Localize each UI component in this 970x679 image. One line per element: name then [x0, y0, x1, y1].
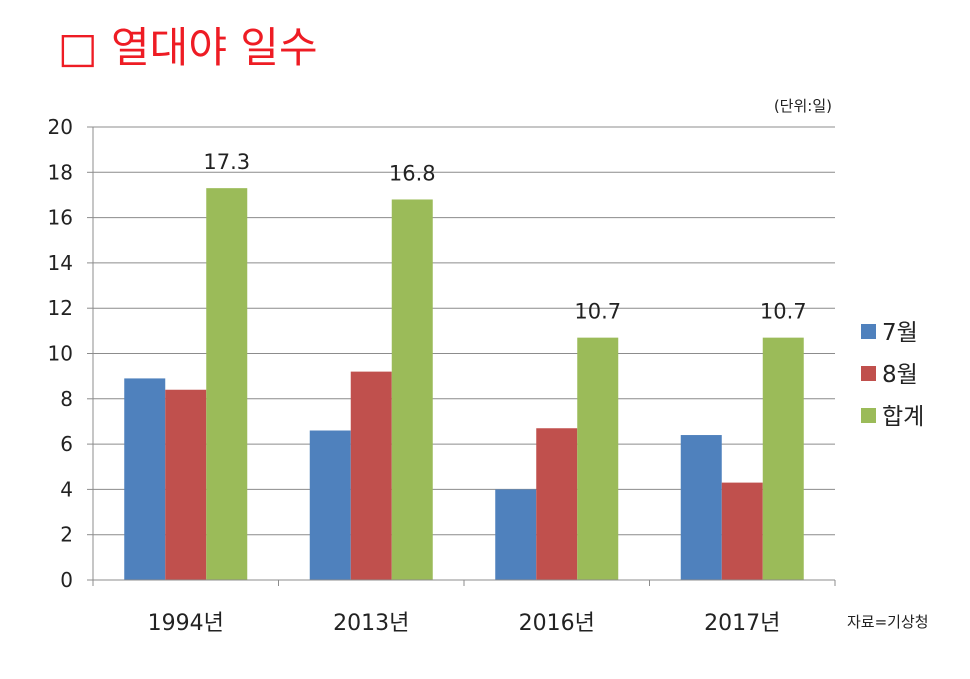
unit-note: (단위:일)	[774, 97, 832, 115]
legend-label: 8월	[882, 362, 918, 388]
y-tick-label: 0	[60, 568, 73, 592]
y-tick-label: 6	[60, 432, 73, 456]
y-tick-label: 12	[48, 296, 73, 320]
legend-label: 7월	[882, 320, 918, 346]
x-category-label: 2016년	[519, 611, 595, 636]
y-tick-label: 16	[48, 206, 73, 230]
legend-swatch	[861, 324, 876, 339]
legend-swatch	[861, 366, 876, 381]
bar-1-4	[680, 435, 722, 580]
data-label: 16.8	[389, 161, 436, 185]
y-tick-label: 10	[48, 342, 73, 366]
bar-3-1	[206, 188, 248, 580]
y-tick-label: 14	[48, 251, 73, 275]
data-label: 10.7	[574, 300, 621, 324]
bar-1-3	[495, 489, 537, 580]
y-tick-label: 2	[60, 523, 73, 547]
y-tick-label: 8	[60, 387, 73, 411]
bar-3-3	[577, 337, 619, 580]
x-category-label: 2013년	[333, 611, 409, 636]
axes	[87, 126, 836, 586]
x-category-label: 1994년	[148, 611, 224, 636]
bar-3-4	[762, 337, 804, 580]
bar-2-2	[350, 371, 392, 580]
data-label: 17.3	[203, 150, 250, 174]
labels: 0 2 4 6 8 10 12 14 16 18 20 17.3 1994년 16.8 2013년 10.7 2…	[48, 115, 807, 636]
data-label: 10.7	[760, 300, 807, 324]
legend-label: 합계	[882, 404, 924, 430]
x-category-label: 2017년	[704, 611, 780, 636]
bars	[124, 188, 804, 581]
legend-swatch	[861, 408, 876, 423]
y-tick-label: 20	[48, 115, 73, 139]
y-tick-label: 4	[60, 477, 73, 501]
bar-2-4	[721, 482, 763, 580]
bar-2-1	[165, 389, 207, 580]
bar-3-2	[391, 199, 433, 581]
bar-1-1	[124, 378, 166, 580]
page-title: □ 열대야 일수	[58, 23, 318, 72]
y-tick-label: 18	[48, 160, 73, 184]
source-note: 자료=기상청	[847, 613, 929, 631]
bar-2-3	[536, 428, 578, 580]
bar-1-2	[309, 430, 351, 580]
